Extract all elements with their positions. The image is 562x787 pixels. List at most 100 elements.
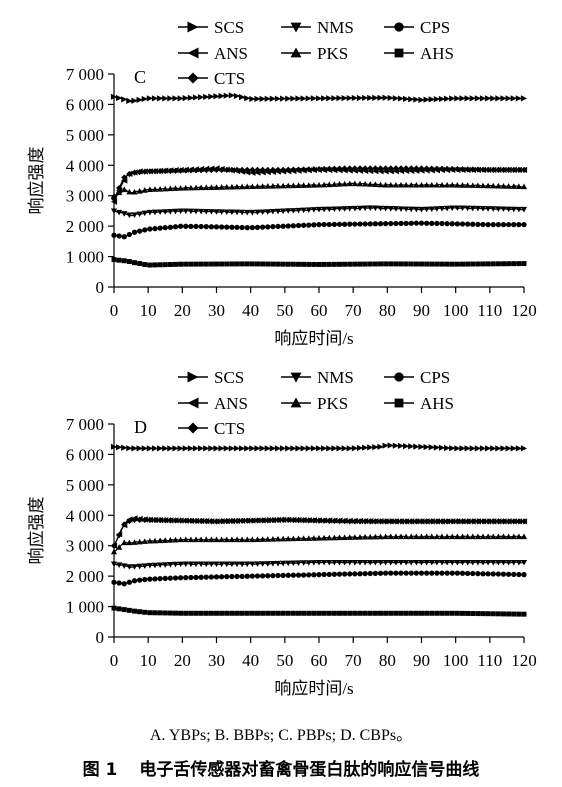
data-point	[341, 206, 348, 212]
series-scs	[110, 92, 528, 104]
data-point	[505, 559, 512, 566]
data-point	[239, 183, 246, 190]
data-point	[110, 561, 118, 568]
data-point	[336, 534, 343, 541]
data-point	[469, 445, 476, 452]
data-point	[321, 165, 328, 173]
data-point	[234, 610, 240, 616]
data-point	[423, 559, 430, 566]
data-point	[177, 185, 184, 191]
data-point	[356, 165, 364, 172]
data-point	[459, 570, 466, 576]
data-point	[121, 581, 127, 587]
data-point	[192, 184, 200, 191]
data-point	[510, 95, 517, 102]
data-point	[505, 518, 512, 525]
series-ahs	[111, 605, 527, 617]
data-point	[274, 166, 282, 173]
data-point	[423, 206, 430, 213]
data-point	[372, 570, 379, 577]
data-point	[459, 518, 466, 525]
legend-item: CPS	[384, 368, 450, 387]
legend-label: ANS	[214, 394, 248, 413]
data-point	[413, 206, 420, 213]
data-point	[382, 518, 389, 525]
data-point	[341, 571, 348, 577]
data-point	[408, 96, 415, 103]
data-point	[218, 166, 225, 173]
data-point	[495, 445, 502, 452]
data-point	[131, 97, 138, 104]
data-point	[392, 95, 399, 102]
data-point	[500, 183, 507, 189]
data-point	[449, 165, 456, 173]
data-point	[464, 205, 471, 212]
data-point	[480, 221, 486, 228]
data-point	[351, 205, 358, 212]
data-point	[315, 95, 323, 102]
x-axis-title: 响应时间/s	[274, 329, 353, 348]
data-point	[311, 610, 317, 616]
data-point	[346, 534, 353, 540]
data-point	[177, 223, 184, 229]
data-point	[336, 206, 343, 212]
data-point	[183, 261, 189, 267]
data-point	[208, 209, 215, 215]
data-point	[116, 580, 122, 586]
data-point	[239, 224, 245, 231]
data-point	[131, 212, 138, 218]
data-point	[362, 94, 369, 102]
data-point	[444, 610, 450, 616]
data-point	[198, 536, 205, 543]
data-point	[418, 220, 425, 226]
data-point	[162, 209, 169, 215]
data-point	[520, 559, 528, 566]
y-tick-label: 2 000	[66, 567, 104, 586]
data-point	[356, 518, 364, 525]
data-point	[172, 561, 179, 568]
data-point	[347, 221, 353, 227]
data-point	[408, 181, 415, 188]
data-point	[249, 261, 255, 267]
data-point	[152, 262, 158, 268]
data-point	[470, 221, 476, 227]
data-point	[285, 572, 291, 578]
data-point	[228, 209, 235, 216]
data-point	[511, 221, 517, 228]
data-point	[259, 561, 266, 567]
data-point	[126, 445, 133, 452]
data-point	[479, 518, 487, 525]
data-point	[203, 93, 210, 101]
data-point	[321, 261, 327, 267]
data-point	[198, 610, 204, 616]
data-point	[372, 221, 379, 227]
data-point	[423, 570, 430, 576]
data-point	[438, 165, 446, 172]
data-point	[244, 224, 250, 231]
legend-marker	[187, 21, 199, 33]
data-point	[326, 559, 333, 566]
data-point	[295, 535, 302, 542]
data-point	[141, 168, 148, 175]
series-nms	[110, 559, 528, 570]
data-point	[392, 559, 399, 566]
data-point	[392, 206, 399, 212]
data-point	[192, 561, 200, 568]
data-point	[126, 231, 133, 238]
data-point	[321, 571, 327, 578]
data-point	[178, 610, 184, 616]
data-point	[259, 445, 266, 452]
data-point	[397, 206, 405, 212]
data-point	[300, 535, 307, 541]
data-point	[239, 536, 246, 543]
data-point	[439, 610, 445, 616]
legend-marker	[290, 372, 302, 383]
data-point	[356, 205, 364, 212]
data-point	[157, 262, 163, 268]
data-point	[244, 261, 250, 267]
data-point	[393, 261, 399, 267]
data-point	[460, 261, 465, 267]
data-point	[377, 165, 384, 172]
data-point	[167, 208, 174, 215]
data-point	[336, 559, 343, 566]
